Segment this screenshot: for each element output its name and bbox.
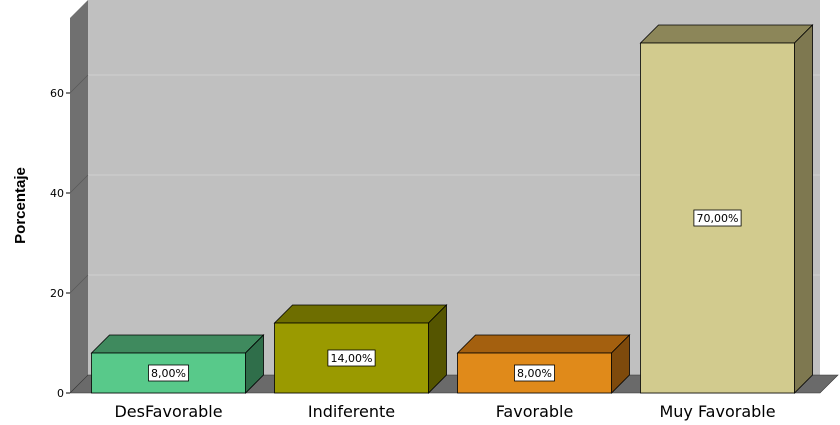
x-axis-ticks: DesFavorable Indiferente Favorable Muy Favo… — [114, 402, 775, 421]
bar-top — [273, 304, 448, 324]
y-tick-label: 40 — [50, 187, 64, 200]
bar-indiferente — [273, 304, 448, 394]
left-wall — [70, 0, 88, 393]
data-label-text: 70,00% — [697, 212, 739, 225]
data-label-box — [327, 349, 376, 367]
bar-top — [639, 24, 814, 44]
data-label-text: 8,00% — [517, 367, 552, 380]
x-tick-label: Muy Favorable — [659, 402, 775, 421]
gridline-wall — [69, 274, 89, 294]
data-labels: 8,00% 14,00% 8,00% 70,00% — [148, 209, 742, 382]
bar-desfavorable — [90, 334, 265, 394]
x-tick-label: Favorable — [496, 402, 574, 421]
bars — [90, 24, 814, 394]
data-label: 70,00% — [693, 209, 742, 227]
bar-top — [90, 334, 265, 354]
gridline-wall — [69, 174, 89, 194]
bar-side — [794, 24, 813, 394]
data-label: 8,00% — [514, 364, 555, 382]
data-label-box — [693, 209, 742, 227]
x-tick-label: Indiferente — [308, 402, 395, 421]
data-label-box — [514, 364, 555, 382]
gridline-wall — [69, 74, 89, 94]
data-label: 8,00% — [148, 364, 189, 382]
data-label-text: 14,00% — [331, 352, 373, 365]
data-label-text: 8,00% — [151, 367, 186, 380]
data-label-box — [148, 364, 189, 382]
y-tick-label: 0 — [57, 387, 64, 400]
x-tick-label: DesFavorable — [114, 402, 222, 421]
bar-top — [456, 334, 631, 354]
y-tick-label: 20 — [50, 287, 64, 300]
bar-muy-favorable — [639, 24, 814, 394]
data-label: 14,00% — [327, 349, 376, 367]
y-axis-ticks: 0 20 40 60 — [50, 87, 70, 400]
y-axis-label: Porcentaje — [12, 167, 29, 244]
bar-favorable — [456, 334, 631, 394]
y-tick-label: 60 — [50, 87, 64, 100]
